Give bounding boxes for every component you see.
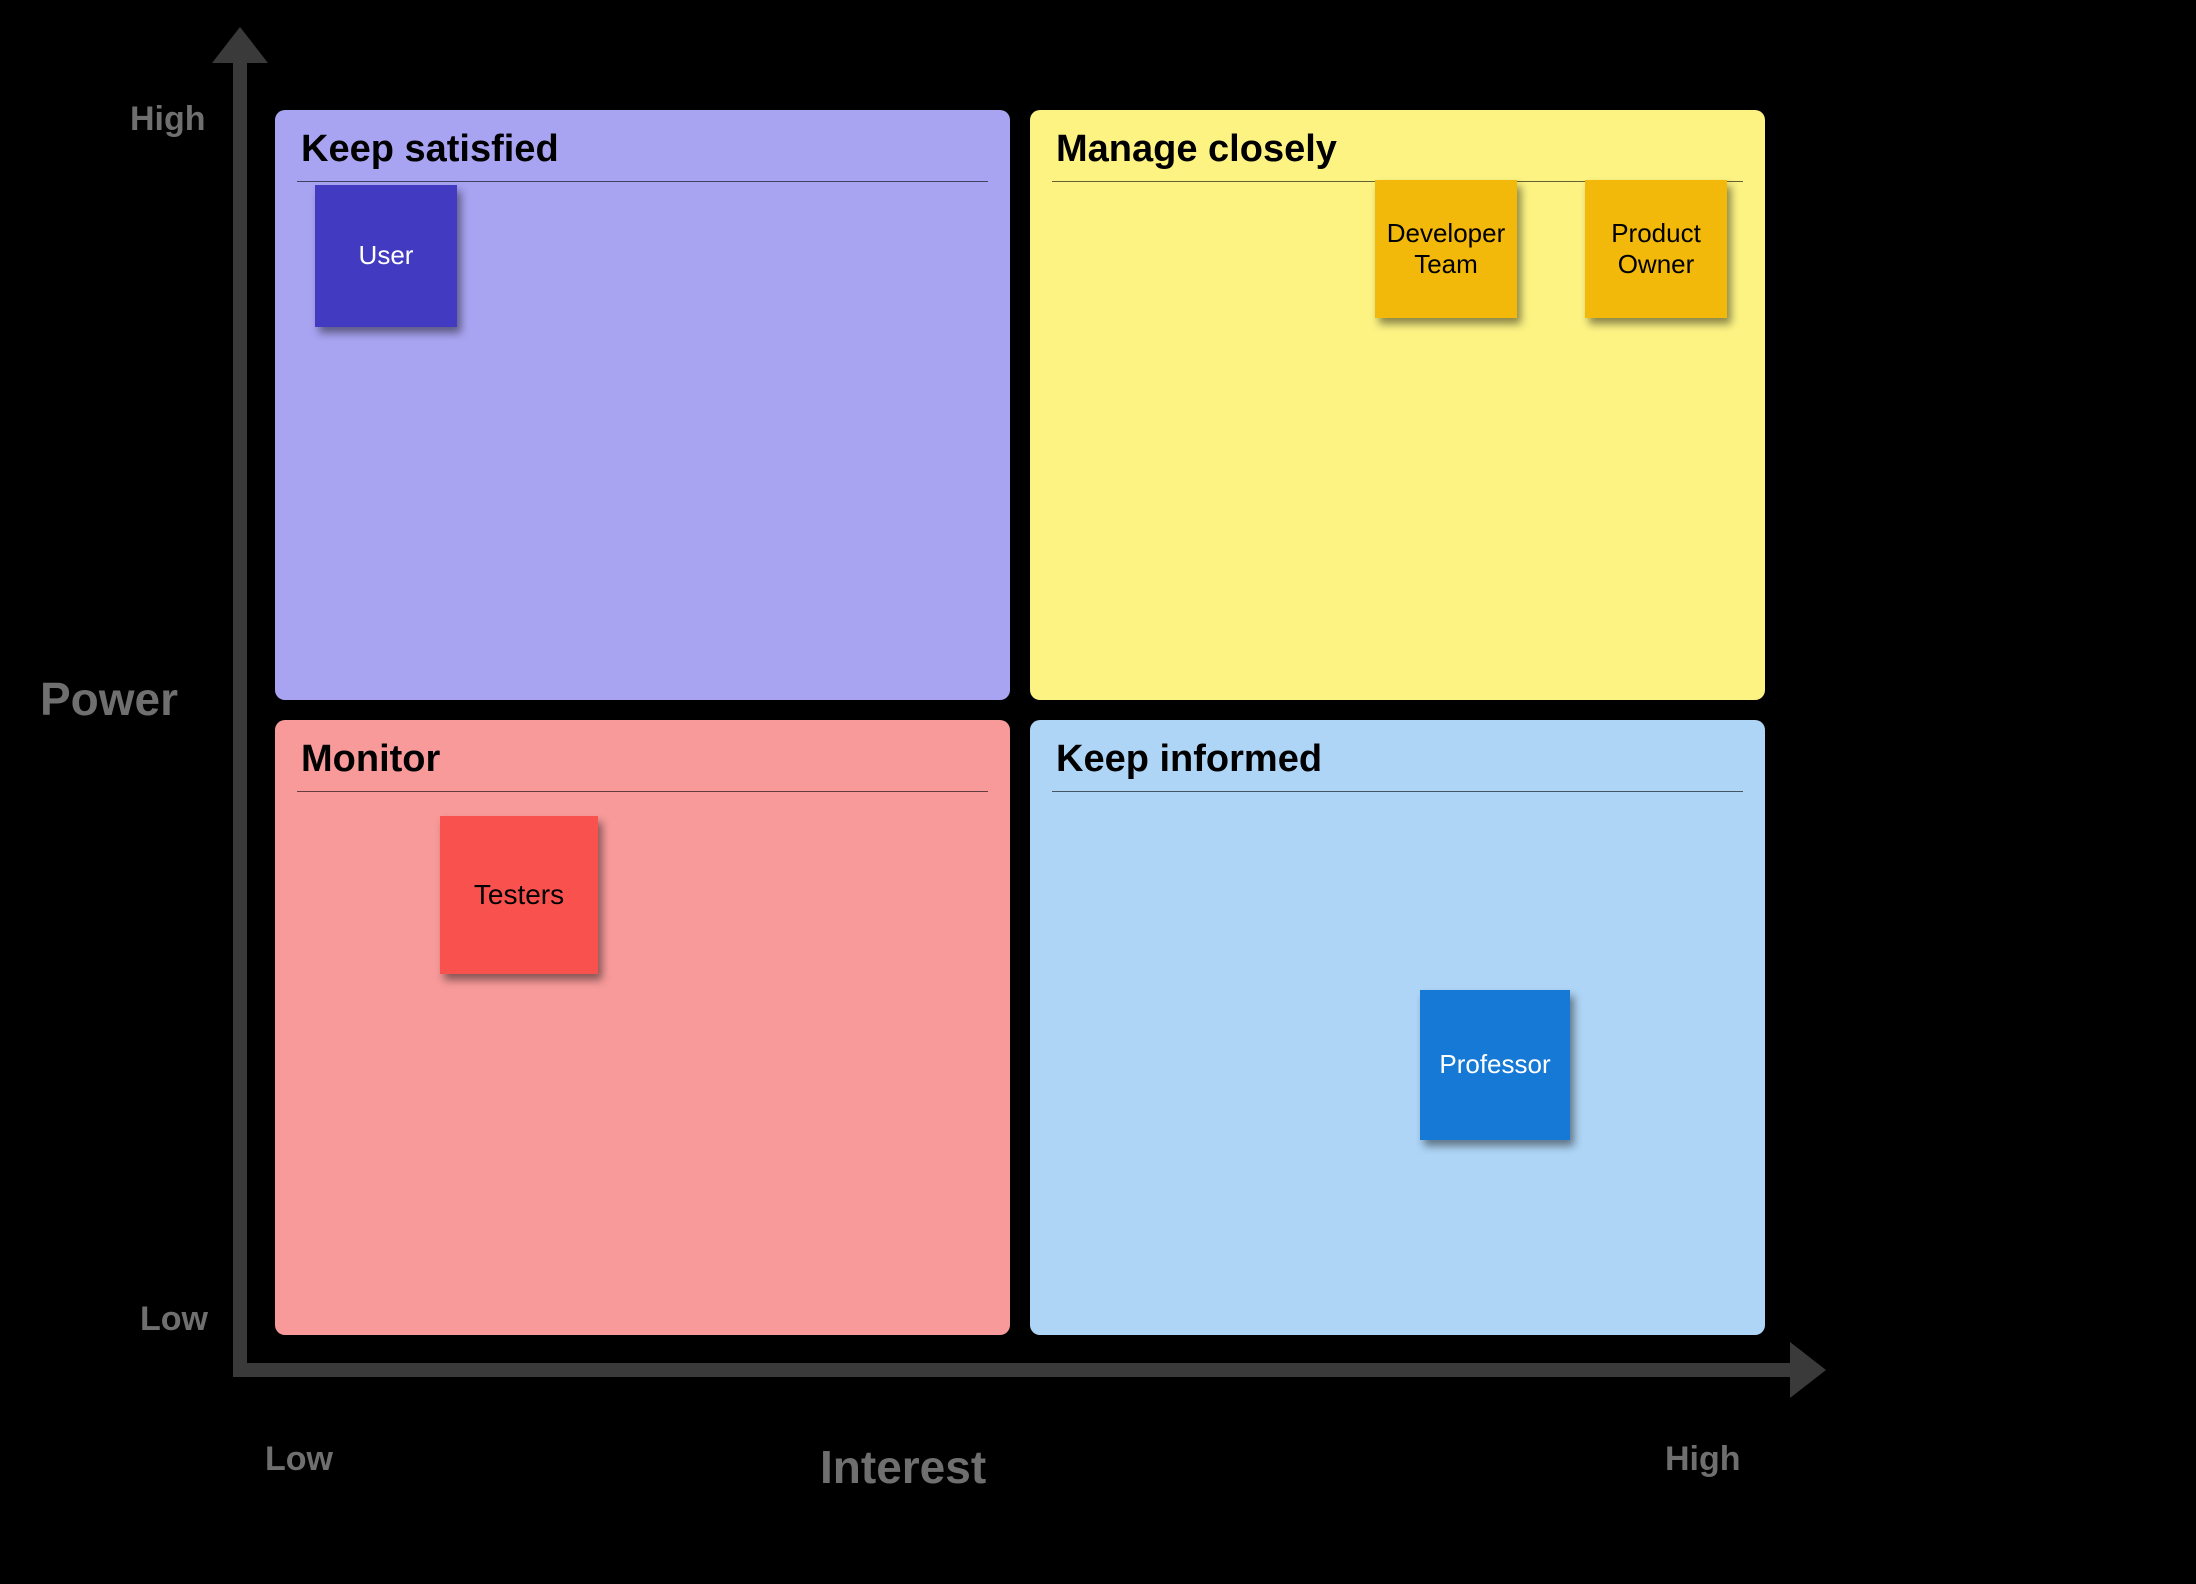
quadrant-divider — [1052, 791, 1743, 792]
y-axis-arrow — [212, 27, 268, 63]
quadrant-monitor: Monitor — [275, 720, 1010, 1335]
stakeholder-matrix: Power Interest High Low Low High Keep sa… — [0, 0, 2196, 1584]
quadrant-title: Keep informed — [1056, 738, 1739, 791]
y-axis-high-label: High — [130, 100, 206, 139]
quadrant-title: Manage closely — [1056, 128, 1739, 181]
note-user[interactable]: User — [315, 185, 457, 327]
x-axis-high-label: High — [1665, 1440, 1741, 1479]
x-axis-line — [233, 1363, 1790, 1377]
x-axis-title: Interest — [820, 1440, 986, 1494]
quadrant-divider — [297, 181, 988, 182]
quadrant-keep-informed: Keep informed — [1030, 720, 1765, 1335]
x-axis-low-label: Low — [265, 1440, 333, 1479]
note-developer-team[interactable]: DeveloperTeam — [1375, 180, 1517, 318]
note-professor[interactable]: Professor — [1420, 990, 1570, 1140]
quadrant-title: Keep satisfied — [301, 128, 984, 181]
y-axis-low-label: Low — [140, 1300, 208, 1339]
x-axis-arrow — [1790, 1342, 1826, 1398]
note-testers[interactable]: Testers — [440, 816, 598, 974]
note-product-owner[interactable]: ProductOwner — [1585, 180, 1727, 318]
y-axis-line — [233, 55, 247, 1377]
y-axis-title: Power — [40, 672, 178, 726]
quadrant-title: Monitor — [301, 738, 984, 791]
quadrant-divider — [297, 791, 988, 792]
